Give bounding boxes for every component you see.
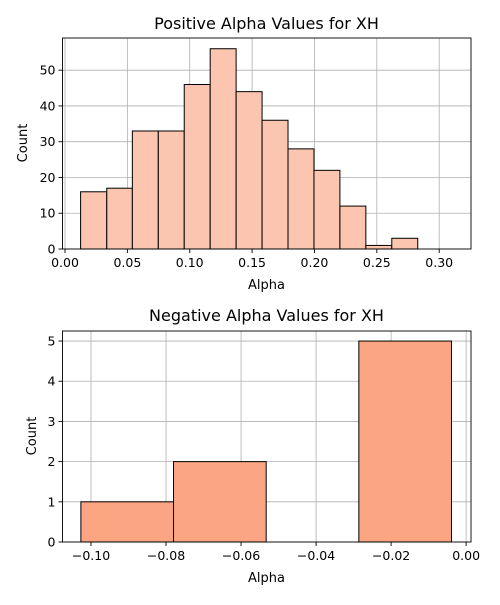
histogram-bar [313, 169, 341, 250]
histogram-bar [287, 148, 315, 250]
y-tick-label: 10 [40, 206, 56, 221]
axes-frame [62, 37, 472, 250]
x-tick-label: 0.30 [425, 255, 453, 270]
x-tick-label: 0.00 [51, 255, 79, 270]
x-tick-label: 0.25 [363, 255, 391, 270]
x-tick-label: 0.20 [301, 255, 329, 270]
x-tick-label: −0.02 [372, 548, 410, 563]
y-axis-label: Count [25, 417, 40, 456]
x-tick-label: −0.10 [72, 548, 110, 563]
y-tick-label: 20 [40, 170, 56, 185]
y-tick-label: 0 [48, 535, 56, 550]
y-axis-label: Count [16, 124, 31, 163]
x-tick-label: −0.04 [297, 548, 335, 563]
histogram-bar [106, 187, 133, 250]
histogram-bar [80, 191, 108, 250]
x-tick-label: −0.06 [222, 548, 260, 563]
x-tick-label: 0.10 [176, 255, 204, 270]
y-tick-label: 50 [40, 63, 56, 78]
x-tick-label: 0.00 [452, 548, 480, 563]
y-tick-label: 30 [40, 134, 56, 149]
histogram-bar [339, 205, 367, 250]
x-axis-label: Alpha [248, 278, 285, 293]
x-axis-label: Alpha [248, 571, 285, 586]
histogram-bar [157, 130, 185, 250]
histogram-bar [183, 83, 211, 250]
y-tick-label: 5 [48, 334, 56, 349]
y-tick-label: 0 [48, 242, 56, 257]
histogram-bar [80, 501, 175, 543]
chart-title: Positive Alpha Values for XH [154, 14, 379, 33]
y-tick-label: 4 [48, 374, 56, 389]
histogram-bar [391, 237, 419, 250]
y-tick-label: 2 [48, 454, 56, 469]
x-tick-label: 0.15 [238, 255, 266, 270]
chart-title: Negative Alpha Values for XH [149, 306, 384, 325]
positive-alpha-chart: 0.00 0.05 0.10 0.15 0.20 0.25 0.3001020304050 … [16, 14, 472, 293]
histogram-bar [235, 91, 263, 250]
histogram-bar [358, 340, 452, 543]
histogram-bar [173, 461, 267, 543]
histogram-bar [209, 48, 237, 250]
y-tick-label: 3 [48, 414, 56, 429]
histogram-bar [131, 130, 159, 250]
histogram-bar [261, 119, 289, 250]
axes-frame [62, 330, 472, 543]
x-tick-label: −0.08 [147, 548, 185, 563]
y-tick-label: 1 [48, 494, 56, 509]
x-tick-label: 0.05 [113, 255, 141, 270]
histogram-bar [365, 244, 393, 250]
negative-alpha-chart: −0.10 −0.08 −0.06 −0.04 −0.02 0.00 0 1 2 3 4 5 Nega… [25, 306, 480, 586]
y-tick-label: 40 [40, 98, 56, 113]
